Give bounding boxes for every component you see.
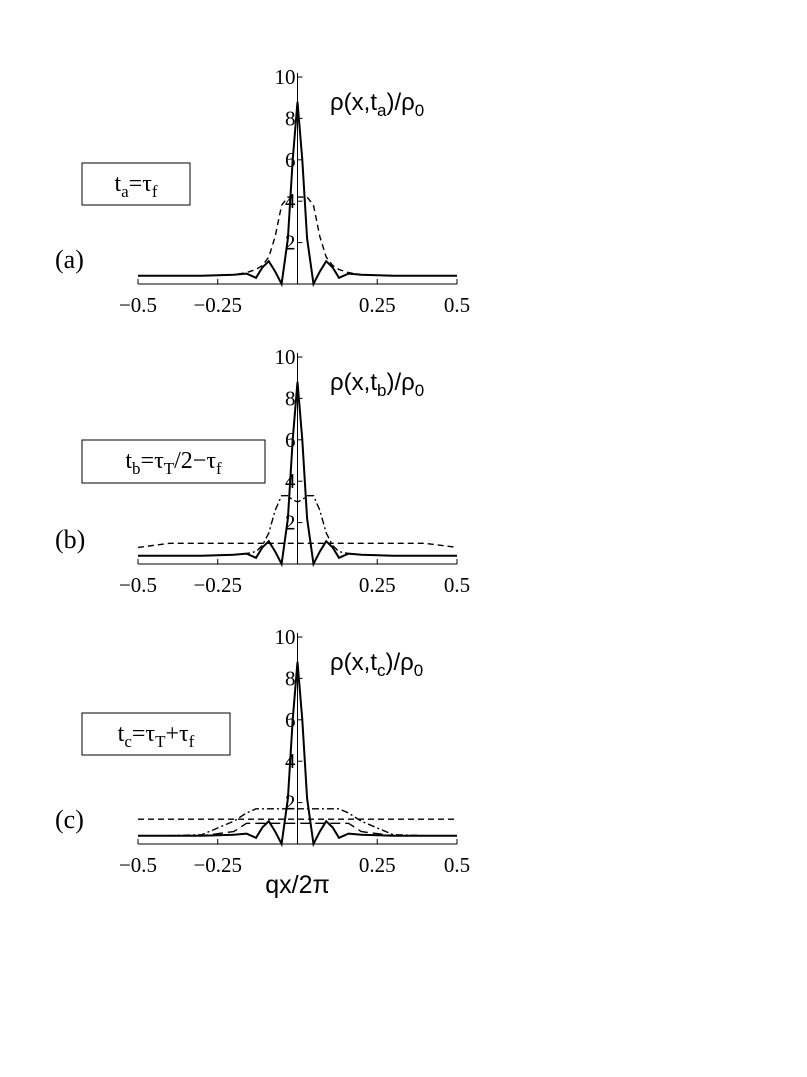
panel-label: (a) — [55, 245, 84, 274]
y-tick-label: 10 — [275, 625, 296, 649]
series-line — [138, 196, 457, 277]
text-part: =τ — [132, 721, 156, 747]
series-line — [138, 808, 457, 837]
panel-label: (c) — [55, 805, 84, 834]
series-line — [138, 822, 457, 837]
y-tick-label: 2 — [285, 791, 296, 815]
text-part: ρ(x,t — [330, 89, 377, 116]
text-part: ρ(x,t — [330, 369, 377, 396]
x-tick-label: 0.25 — [359, 293, 396, 317]
y-tick-label: 6 — [285, 148, 296, 172]
label-box — [81, 162, 191, 206]
subscript: b — [132, 459, 141, 478]
y-tick-label: 8 — [285, 386, 296, 410]
y-tick-label: 2 — [285, 511, 296, 535]
series-line — [138, 661, 457, 848]
x-axis-label: qx/2π — [265, 871, 330, 899]
x-tick-label: −0.25 — [193, 293, 242, 317]
x-tick-label: 0.25 — [359, 573, 396, 597]
y-tick-label: 8 — [285, 106, 296, 130]
panel-label: (b) — [55, 525, 85, 554]
text-part: ρ(x,t — [330, 649, 377, 676]
subscript: a — [377, 101, 387, 120]
series-line — [137, 542, 458, 549]
x-tick-label: −0.25 — [193, 853, 242, 877]
text-part: t — [118, 721, 125, 747]
text-part: )/ρ — [386, 89, 414, 116]
y-tick-label: 6 — [285, 428, 296, 452]
subscript: 0 — [415, 101, 424, 120]
subscript: 0 — [415, 381, 424, 400]
label-box — [81, 712, 231, 756]
y-tick-label: 8 — [285, 666, 296, 690]
box-label: tb=τT/2−τf — [125, 448, 222, 478]
subscript: T — [164, 459, 175, 478]
text-part: /2−τ — [174, 448, 216, 474]
x-tick-label: 0.5 — [444, 853, 470, 877]
text-part: )/ρ — [386, 369, 414, 396]
subscript: c — [377, 661, 386, 680]
panel-title: ρ(x,tb)/ρ0 — [330, 369, 424, 400]
text-part: =τ — [141, 448, 165, 474]
subscript: a — [121, 182, 129, 201]
x-tick-label: −0.25 — [193, 573, 242, 597]
x-tick-label: −0.5 — [119, 573, 157, 597]
subscript: f — [152, 182, 158, 201]
series-line — [138, 101, 457, 288]
subscript: b — [377, 381, 386, 400]
text-part: +τ — [165, 721, 189, 747]
subscript: f — [216, 459, 222, 478]
panel-title: ρ(x,tc)/ρ0 — [330, 649, 423, 680]
box-label: ta=τf — [114, 171, 157, 201]
subscript: 0 — [414, 661, 423, 680]
text-part: t — [125, 448, 132, 474]
y-tick-label: 2 — [285, 231, 296, 255]
series-line — [138, 495, 457, 557]
text-part: =τ — [129, 171, 153, 197]
y-tick-label: 10 — [275, 65, 296, 89]
text-part: )/ρ — [385, 649, 413, 676]
x-tick-label: 0.5 — [444, 573, 470, 597]
y-tick-label: 6 — [285, 708, 296, 732]
y-tick-label: 10 — [275, 345, 296, 369]
x-tick-label: 0.25 — [359, 853, 396, 877]
x-tick-label: 0.5 — [444, 293, 470, 317]
panel-title: ρ(x,ta)/ρ0 — [330, 89, 424, 120]
label-box — [81, 439, 266, 484]
text-part: t — [114, 171, 121, 197]
subscript: T — [155, 732, 166, 751]
box-label: tc=τT+τf — [118, 721, 195, 751]
x-tick-label: −0.5 — [119, 293, 157, 317]
subscript: f — [189, 732, 195, 751]
subscript: c — [124, 732, 132, 751]
x-tick-label: −0.5 — [119, 853, 157, 877]
